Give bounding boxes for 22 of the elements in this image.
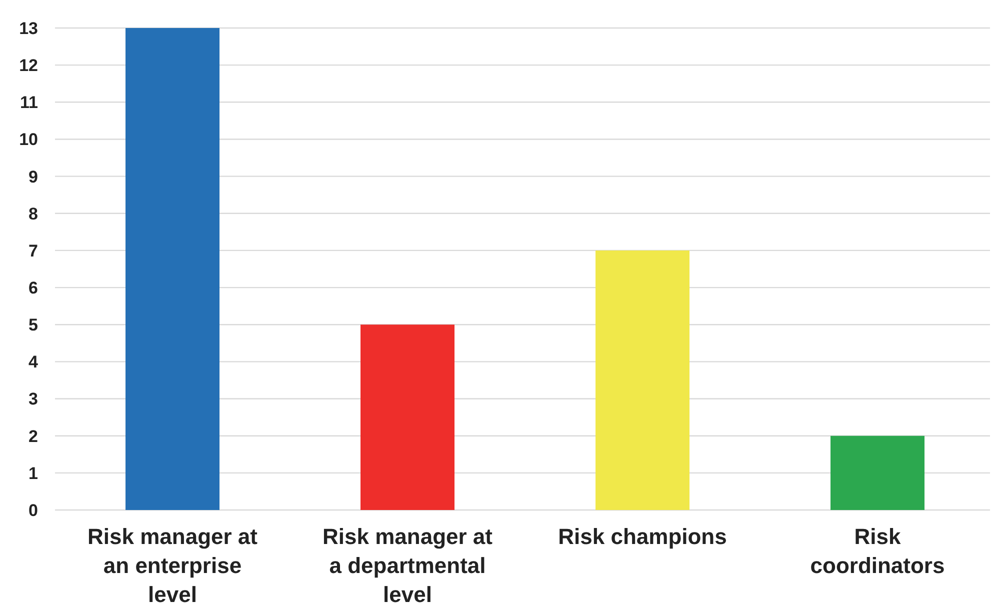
y-tick-label: 8: [28, 204, 38, 224]
y-tick-label: 1: [28, 464, 38, 483]
y-tick-label: 13: [19, 18, 38, 38]
y-tick-label: 0: [28, 500, 38, 520]
y-tick-label: 5: [28, 316, 38, 335]
x-tick-label: Risk manager at an enterprise level: [88, 524, 258, 607]
y-tick-label: 2: [28, 426, 38, 446]
y-tick-label: 4: [28, 352, 39, 372]
y-tick-label: 11: [20, 93, 38, 112]
y-tick-label: 10: [19, 130, 38, 150]
x-tick-label: Risk manager at a departmental level: [322, 524, 494, 607]
bar: [596, 250, 690, 510]
y-tick-label: 3: [28, 390, 38, 409]
y-tick-label: 9: [28, 167, 38, 186]
x-tick-label: Risk coordinators: [810, 524, 945, 578]
bar: [360, 324, 454, 510]
y-tick-label: 6: [28, 278, 38, 298]
bar: [126, 28, 220, 510]
y-tick-label: 7: [28, 241, 38, 260]
x-tick-label: Risk champions: [558, 524, 727, 549]
bar: [830, 436, 924, 510]
y-tick-label: 12: [19, 56, 38, 76]
